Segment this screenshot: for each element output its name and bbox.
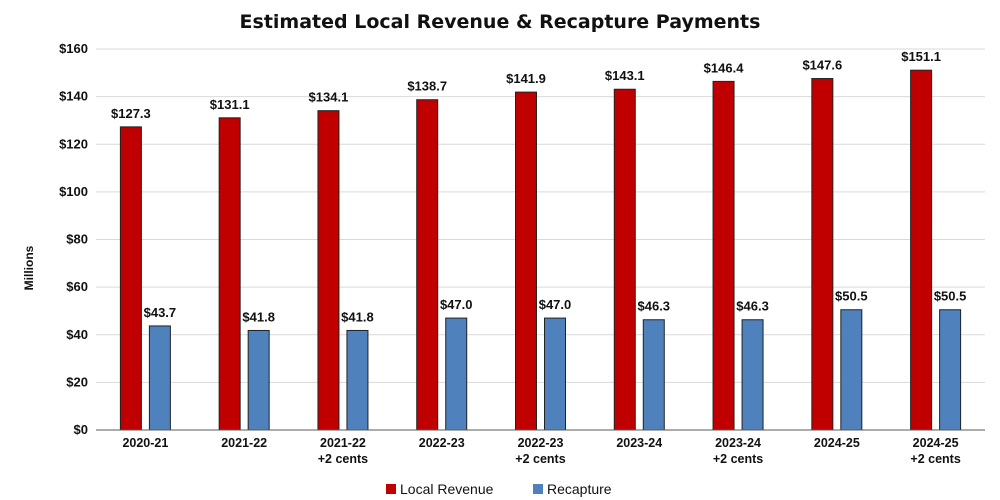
x-axis-categories: 2020-21 2021-22 2021-22 +2 cents 2022-23 2022… (122, 436, 960, 466)
data-label-recapture: $43.7 (144, 305, 177, 320)
x-category-label: 2023-24 (616, 436, 662, 450)
data-label-local-revenue: $127.3 (111, 106, 151, 121)
data-label-local-revenue: $151.1 (901, 49, 941, 64)
bar-recapture (741, 319, 764, 431)
x-category-label: 2024-25 (814, 436, 860, 450)
y-axis-ticks: $0 $20 $40 $60 $80 $100 $120 $140 $160 (59, 41, 88, 437)
gridlines (96, 48, 985, 383)
bars (119, 69, 962, 431)
data-label-recapture: $46.3 (638, 299, 671, 314)
x-category-label: +2 cents (515, 452, 565, 466)
bar-recapture (544, 317, 566, 431)
chart-title: Estimated Local Revenue & Recapture Paym… (240, 11, 761, 33)
y-tick-label: $60 (66, 279, 88, 294)
bar-local-revenue (613, 88, 636, 431)
x-category-label: 2023-24 (715, 436, 761, 450)
bar-local-revenue (416, 99, 439, 431)
legend: Local Revenue Recapture (386, 481, 612, 497)
data-label-local-revenue: $141.9 (506, 71, 546, 86)
legend-swatch-local-revenue (386, 484, 396, 494)
legend-label-local-revenue: Local Revenue (400, 481, 494, 497)
bar-local-revenue (712, 80, 735, 431)
y-tick-label: $140 (59, 89, 88, 104)
data-label-recapture: $47.0 (539, 297, 572, 312)
bar-local-revenue (218, 117, 241, 431)
data-label-local-revenue: $147.6 (802, 58, 842, 73)
data-label-recapture: $50.5 (934, 289, 967, 304)
bar-recapture (445, 317, 468, 431)
bar-local-revenue (811, 78, 834, 431)
data-label-recapture: $41.8 (242, 309, 275, 324)
y-axis-label: Millions (22, 245, 36, 290)
bar-recapture (939, 309, 962, 431)
y-tick-label: $0 (74, 422, 88, 437)
legend-label-recapture: Recapture (547, 481, 612, 497)
x-category-label: +2 cents (713, 452, 763, 466)
y-tick-label: $40 (66, 327, 88, 342)
x-category-label: 2022-23 (518, 436, 564, 450)
data-label-local-revenue: $134.1 (309, 90, 349, 105)
bar-local-revenue (515, 91, 537, 431)
legend-swatch-recapture (533, 484, 543, 494)
bar-local-revenue (317, 110, 340, 431)
x-category-label: 2021-22 (320, 436, 366, 450)
y-tick-label: $20 (66, 374, 88, 389)
y-tick-label: $120 (59, 136, 88, 151)
bar-recapture (840, 309, 863, 431)
data-labels: $127.3 $43.7 $131.1 $41.8 $134.1 $41.8 $138.7 $… (111, 49, 966, 324)
data-label-recapture: $50.5 (835, 289, 868, 304)
data-label-recapture: $47.0 (440, 297, 473, 312)
x-category-label: 2020-21 (122, 436, 168, 450)
data-label-local-revenue: $131.1 (210, 97, 250, 112)
x-category-label: +2 cents (910, 452, 960, 466)
x-category-label: 2021-22 (221, 436, 267, 450)
data-label-recapture: $41.8 (341, 309, 374, 324)
y-tick-label: $160 (59, 41, 88, 56)
bar-recapture (346, 329, 369, 431)
data-label-recapture: $46.3 (736, 299, 769, 314)
data-label-local-revenue: $138.7 (407, 79, 447, 94)
data-label-local-revenue: $143.1 (605, 68, 645, 83)
x-category-label: 2024-25 (913, 436, 959, 450)
data-label-local-revenue: $146.4 (704, 60, 745, 75)
bar-recapture (247, 329, 270, 431)
bar-recapture (642, 319, 665, 431)
bar-recapture (148, 325, 171, 431)
x-category-label: +2 cents (318, 452, 368, 466)
x-category-label: 2022-23 (419, 436, 465, 450)
y-tick-label: $100 (59, 184, 88, 199)
bar-local-revenue (119, 126, 142, 431)
y-tick-label: $80 (66, 232, 88, 247)
bar-local-revenue (910, 69, 933, 431)
